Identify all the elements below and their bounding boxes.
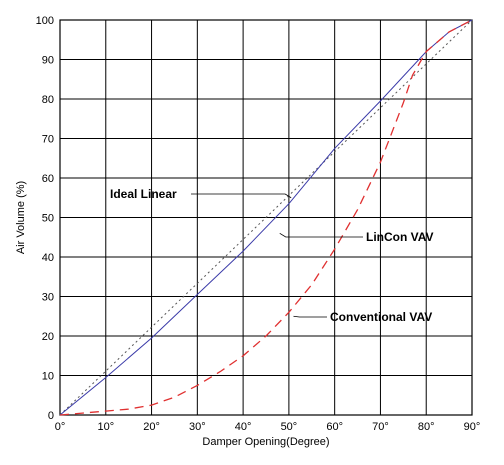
x-tick-label: 90°	[464, 421, 481, 433]
y-tick-label: 70	[42, 134, 54, 146]
y-tick-label: 50	[42, 213, 54, 225]
tick-labels: 0° 10° 20° 30° 40° 50° 60° 70° 80° 90° 0 10 20 30 40 50…	[36, 15, 481, 433]
y-tick-label: 80	[42, 94, 54, 106]
x-axis-title: Damper Opening(Degree)	[202, 436, 329, 448]
series-line-lincon-vav	[59, 19, 473, 416]
x-tick-label: 80°	[418, 421, 435, 433]
y-tick-label: 90	[42, 55, 54, 67]
annotations: Ideal Linear LinCon VAV Conventional VAV	[110, 187, 434, 324]
x-tick-label: 70°	[372, 421, 389, 433]
annotation-leader-line	[279, 232, 363, 238]
annotation-label: Conventional VAV	[330, 310, 432, 324]
x-tick-label: 20°	[143, 421, 160, 433]
y-tick-label: 30	[42, 292, 54, 304]
annotation-label: Ideal Linear	[110, 187, 177, 201]
plot-frame	[59, 19, 473, 416]
y-tick-label: 0	[48, 410, 54, 422]
series-line-conventional-vav	[59, 19, 473, 416]
x-tick-label: 10°	[97, 421, 114, 433]
series-lines	[59, 19, 473, 416]
y-tick-label: 60	[42, 173, 54, 185]
x-tick-label: 60°	[326, 421, 343, 433]
annotation-label: LinCon VAV	[366, 230, 434, 244]
x-tick-label: 40°	[235, 421, 252, 433]
y-axis-title: Air Volume (%)	[15, 181, 27, 254]
x-tick-label: 0°	[55, 421, 66, 433]
y-tick-label: 100	[36, 15, 54, 27]
annotation-leader-line	[293, 315, 327, 318]
y-tick-label: 20	[42, 331, 54, 343]
x-tick-label: 50°	[281, 421, 298, 433]
x-tick-label: 30°	[189, 421, 206, 433]
y-tick-label: 10	[42, 371, 54, 383]
series-line-ideal-linear	[59, 19, 473, 416]
y-tick-label: 40	[42, 252, 54, 264]
annotation-leader-line	[191, 193, 292, 199]
